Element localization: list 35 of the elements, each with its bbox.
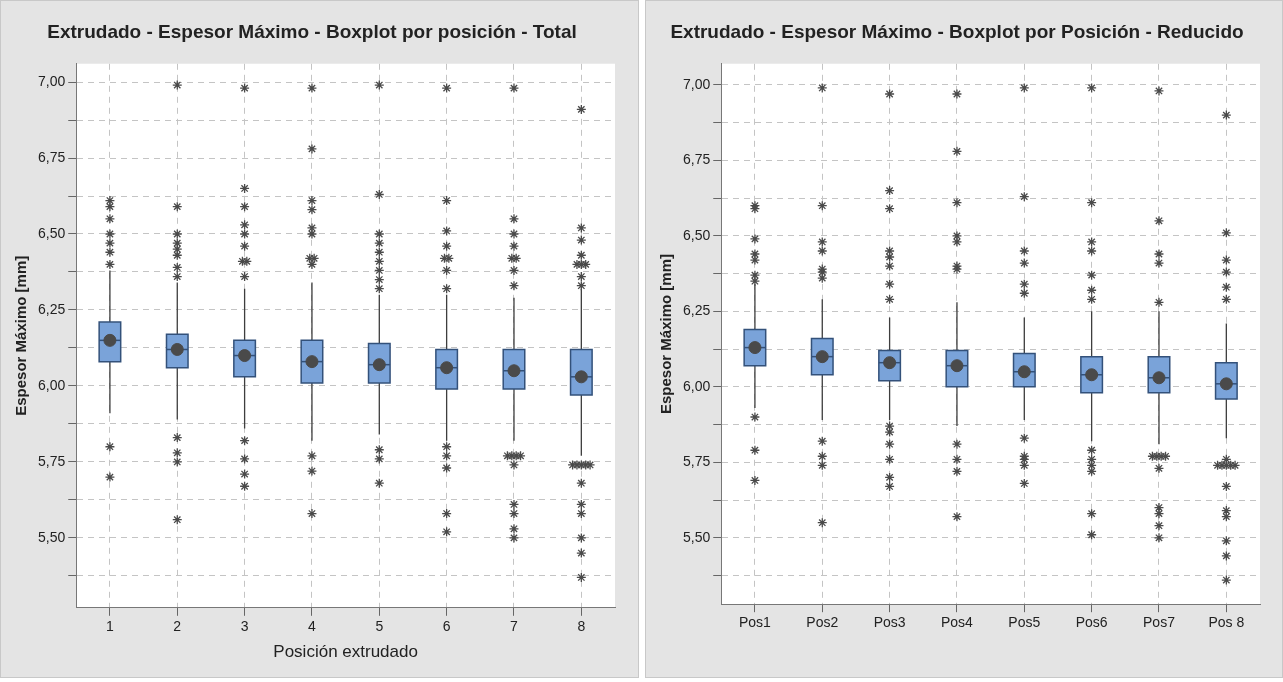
x-tick-label: Pos2 bbox=[805, 614, 838, 631]
y-tick-label: 5,75 bbox=[38, 452, 66, 469]
x-tick-label: 1 bbox=[106, 618, 115, 635]
x-tick-label: 3 bbox=[240, 618, 249, 635]
y-tick-label: 5,50 bbox=[38, 528, 66, 545]
chart-title: Extrudado - Espesor Máximo - Boxplot por Posición - Reducido bbox=[669, 20, 1244, 42]
x-axis-title: Posición extrudado bbox=[273, 642, 418, 662]
x-tick-label: 6 bbox=[442, 618, 451, 635]
x-tick-label: 5 bbox=[375, 618, 384, 635]
y-tick-label: 5,75 bbox=[682, 453, 710, 470]
x-tick-label: Pos6 bbox=[1075, 614, 1108, 631]
y-tick-label: 6,75 bbox=[38, 148, 66, 165]
y-tick-label: 6,50 bbox=[682, 226, 710, 243]
y-axis-title: Espesor Máximo [mm] bbox=[12, 255, 30, 416]
x-tick-label: Pos5 bbox=[1007, 614, 1040, 631]
x-tick-label: Pos1 bbox=[738, 614, 771, 631]
y-tick-label: 6,50 bbox=[38, 224, 66, 241]
y-axis-title: Espesor Máximo [mm] bbox=[656, 253, 674, 415]
y-tick-label: 5,50 bbox=[682, 528, 710, 545]
x-tick-label: 7 bbox=[510, 618, 519, 635]
x-tick-label: Pos7 bbox=[1142, 614, 1175, 631]
x-tick-label: Pos4 bbox=[940, 614, 973, 631]
y-tick-label: 7,00 bbox=[682, 75, 710, 92]
y-tick-label: 6,00 bbox=[38, 376, 66, 393]
y-tick-label: 7,00 bbox=[38, 72, 66, 89]
chart-title: Extrudado - Espesor Máximo - Boxplot por posición - Total bbox=[47, 20, 577, 42]
x-tick-label: 4 bbox=[308, 618, 317, 635]
y-tick-label: 6,25 bbox=[38, 300, 66, 317]
y-tick-label: 6,75 bbox=[682, 151, 710, 168]
x-tick-label: Pos 8 bbox=[1207, 614, 1244, 631]
x-tick-label: Pos3 bbox=[873, 614, 906, 631]
x-tick-label: 2 bbox=[173, 618, 182, 635]
x-tick-label: 8 bbox=[577, 618, 586, 635]
y-tick-label: 6,25 bbox=[682, 302, 710, 319]
y-tick-label: 6,00 bbox=[682, 377, 710, 394]
